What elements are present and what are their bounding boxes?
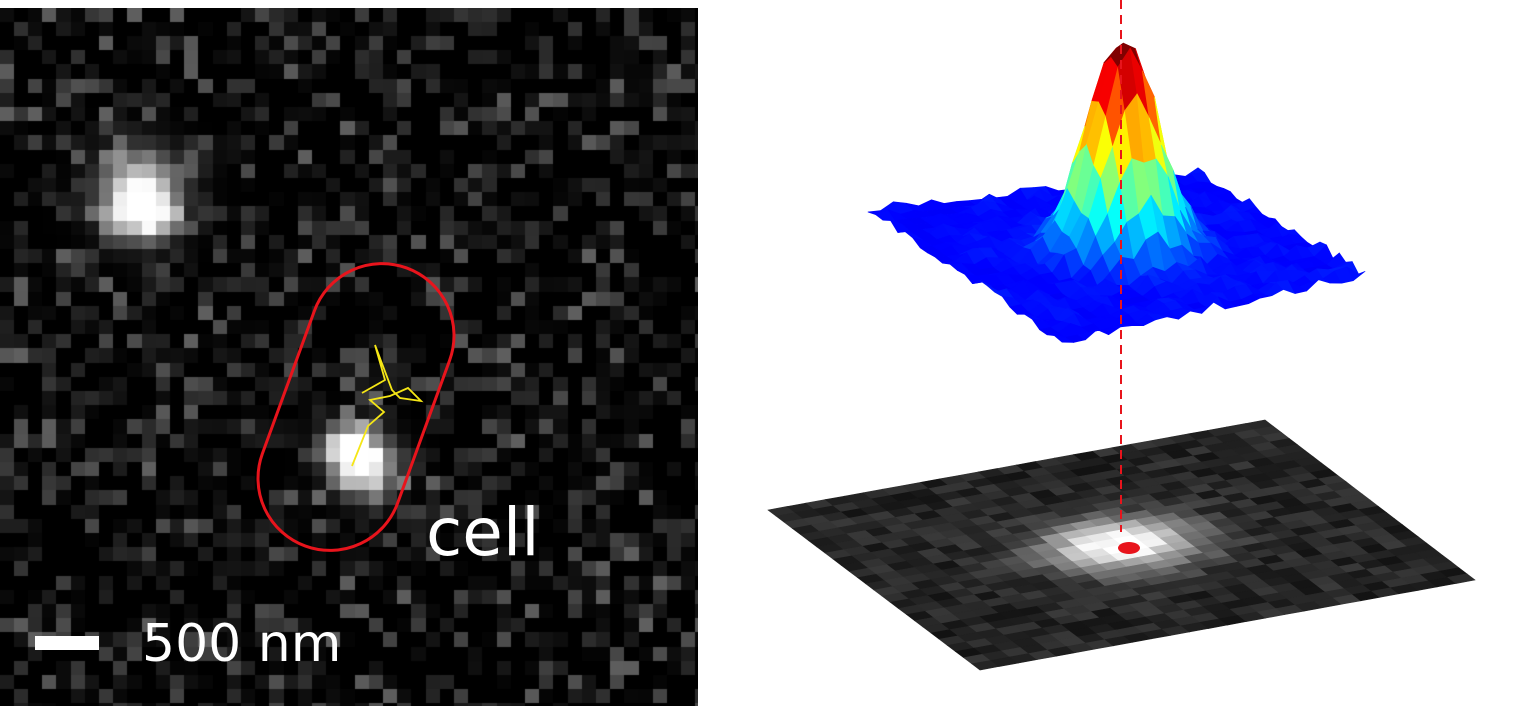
cell-outline [256, 262, 456, 552]
particle-trajectory [351, 344, 424, 467]
scale-bar-label: 500 nm [142, 614, 342, 674]
center-marker [1118, 542, 1140, 554]
psf-surface-and-projection [767, 0, 1476, 671]
annotation-overlay [256, 262, 456, 552]
fluorescence-micrograph: cell 500 nm [0, 8, 698, 706]
pixel-image [0, 8, 698, 706]
psf-surface [867, 42, 1366, 343]
psf-3d-plot [700, 0, 1516, 716]
scale-bar [35, 636, 99, 650]
projection-heatmap [767, 419, 1476, 671]
cell-label: cell [426, 494, 540, 571]
